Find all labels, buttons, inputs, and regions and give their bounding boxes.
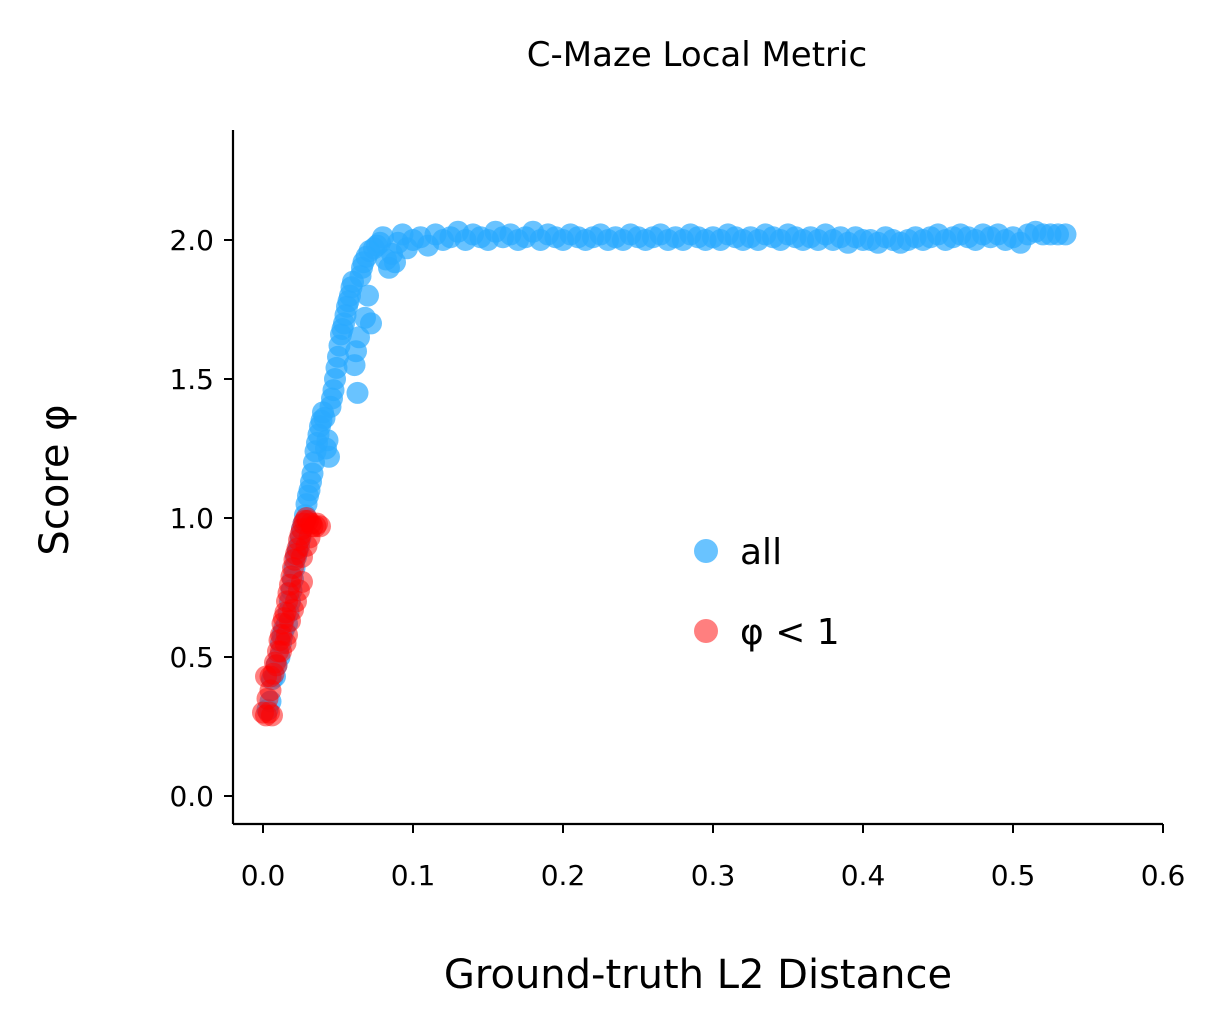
legend-label: all [740,532,782,573]
y-tick-label: 0.5 [169,641,214,674]
data-point [261,704,283,727]
data-point [357,284,379,307]
data-point [318,445,340,468]
series-phi-lt-1 [252,507,331,727]
y-tick-label: 1.0 [169,502,214,535]
y-axis-label: Score φ [32,404,78,555]
data-point [264,651,286,674]
x-tick-label: 0.3 [691,859,736,892]
x-tick-label: 0.0 [241,859,286,892]
chart-title: C-Maze Local Metric [527,35,867,75]
data-point [1054,223,1077,246]
y-tick-label: 0.0 [169,780,214,813]
data-point [346,381,369,404]
series-all [256,220,1077,721]
legend-marker [694,619,718,643]
legend: all φ < 1 [694,532,840,653]
x-axis-label: Ground-truth L2 Distance [444,952,952,998]
plot-points [252,220,1077,727]
legend-label: φ < 1 [740,612,840,653]
legend-marker [694,539,718,563]
x-tick-label: 0.6 [1141,859,1186,892]
x-tick-label: 0.5 [991,859,1036,892]
data-point [316,429,339,452]
y-axis-ticks: 0.0 0.5 1.0 1.5 2.0 [169,224,233,813]
x-tick-label: 0.2 [541,859,586,892]
y-tick-label: 1.5 [169,363,214,396]
data-point [360,312,382,335]
x-tick-label: 0.4 [841,859,886,892]
x-tick-label: 0.1 [391,859,436,892]
x-axis-ticks: 0.0 0.1 0.2 0.3 0.4 0.5 0.6 [241,824,1186,892]
data-point [298,526,321,549]
y-tick-label: 2.0 [169,224,214,257]
